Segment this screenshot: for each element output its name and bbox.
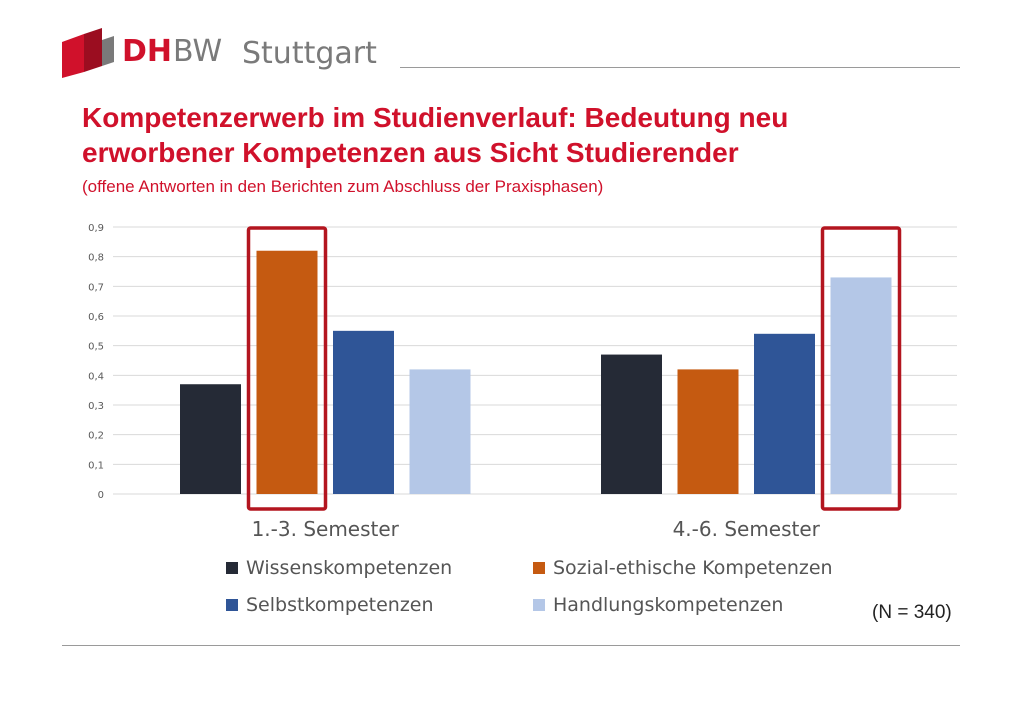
- y-tick-label: 0,2: [88, 431, 104, 442]
- y-tick-label: 0,7: [88, 282, 104, 293]
- title-line-2: erworbener Kompetenzen aus Sicht Studier…: [82, 137, 739, 168]
- logo-text-city: Stuttgart: [242, 36, 377, 71]
- legend-item: Sozial-ethische Kompetenzen: [533, 557, 833, 579]
- x-category-label: 4.-6. Semester: [673, 517, 821, 541]
- legend-label: Wissenskompetenzen: [246, 557, 453, 579]
- y-tick-label: 0,8: [88, 253, 104, 264]
- bar: [409, 369, 471, 494]
- bar: [601, 354, 662, 494]
- x-category-label: 1.-3. Semester: [252, 517, 400, 541]
- dhbw-logo-mark-icon: [62, 28, 114, 78]
- legend-item: Handlungskompetenzen: [533, 594, 783, 616]
- title-line-1: Kompetenzerwerb im Studienverlauf: Bedeu…: [82, 102, 789, 133]
- legend-swatch: [226, 562, 238, 574]
- legend-item: Selbstkompetenzen: [226, 594, 434, 616]
- highlight-frame: [246, 226, 328, 511]
- header-divider: [400, 67, 960, 68]
- dhbw-logo: DH BW Stuttgart: [62, 28, 382, 80]
- bar: [677, 369, 739, 494]
- y-tick-label: 0,1: [88, 460, 104, 471]
- legend-label: Selbstkompetenzen: [246, 594, 434, 616]
- sample-size-note: (N = 340): [872, 602, 952, 623]
- legend-label: Handlungskompetenzen: [553, 594, 784, 616]
- y-tick-label: 0,4: [88, 371, 104, 382]
- logo-text-dh: DH: [122, 34, 173, 69]
- footer-divider: [62, 645, 960, 646]
- legend-label: Sozial-ethische Kompetenzen: [553, 557, 833, 579]
- legend-swatch: [533, 562, 545, 574]
- highlight-frame: [820, 226, 902, 511]
- legend-item: Wissenskompetenzen: [226, 557, 452, 579]
- legend-swatch: [226, 599, 238, 611]
- y-tick-label: 0,9: [88, 223, 104, 234]
- slide-subtitle: (offene Antworten in den Berichten zum A…: [82, 177, 604, 196]
- y-tick-label: 0,5: [88, 342, 104, 353]
- y-tick-label: 0,6: [88, 312, 104, 323]
- bar: [180, 384, 241, 494]
- slide-title: Kompetenzerwerb im Studienverlauf: Bedeu…: [82, 100, 982, 170]
- y-tick-label: 0,3: [88, 401, 104, 412]
- legend-swatch: [533, 599, 545, 611]
- bar: [754, 333, 815, 494]
- logo-text-bw: BW: [173, 34, 223, 69]
- bar: [256, 250, 318, 494]
- bar: [830, 277, 892, 494]
- y-tick-label: 0: [98, 490, 104, 501]
- bar: [333, 330, 394, 494]
